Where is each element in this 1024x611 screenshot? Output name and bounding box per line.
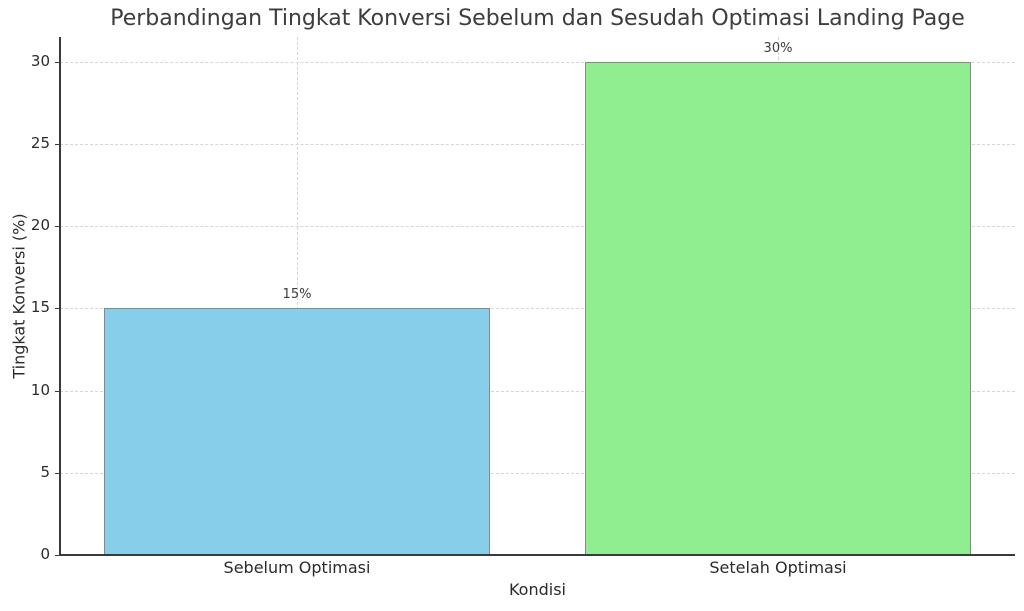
y-tick-label: 0 [40,545,50,563]
y-tick-mark [55,61,60,63]
y-tick-mark [55,308,60,310]
x-tick-label: Setelah Optimasi [709,558,847,577]
bar-value-label: 15% [282,287,312,303]
chart-title: Perbandingan Tingkat Konversi Sebelum da… [110,6,965,31]
y-tick-label: 30 [30,51,50,70]
bar-setelah-optimasi [585,61,971,555]
gridline-horizontal [60,61,1015,63]
y-tick-mark [55,472,60,474]
bar-value-label: 30% [763,40,793,56]
gridline-horizontal [60,143,1015,145]
y-tick-label: 10 [30,380,50,399]
y-tick-label: 5 [40,462,50,481]
y-tick-mark [55,226,60,228]
gridline-vertical [297,37,298,555]
x-axis-label: Kondisi [508,580,566,599]
y-axis-spine [59,37,61,556]
gridline-horizontal [60,472,1015,474]
gridline-horizontal [60,390,1015,392]
bar-sebelum-optimasi [104,308,490,555]
gridline-horizontal [60,226,1015,228]
y-tick-mark [55,390,60,392]
y-tick-label: 25 [30,133,50,152]
y-tick-label: 20 [30,216,50,235]
gridline-horizontal [60,308,1015,310]
plot-area: 15% 30% [60,37,1015,555]
y-tick-mark [55,555,60,556]
x-tick-label: Sebelum Optimasi [223,558,371,577]
y-tick-label: 15 [30,298,50,317]
y-tick-mark [55,143,60,145]
y-axis-label: Tingkat Konversi (%) [9,213,29,379]
x-axis-spine [59,554,1015,556]
